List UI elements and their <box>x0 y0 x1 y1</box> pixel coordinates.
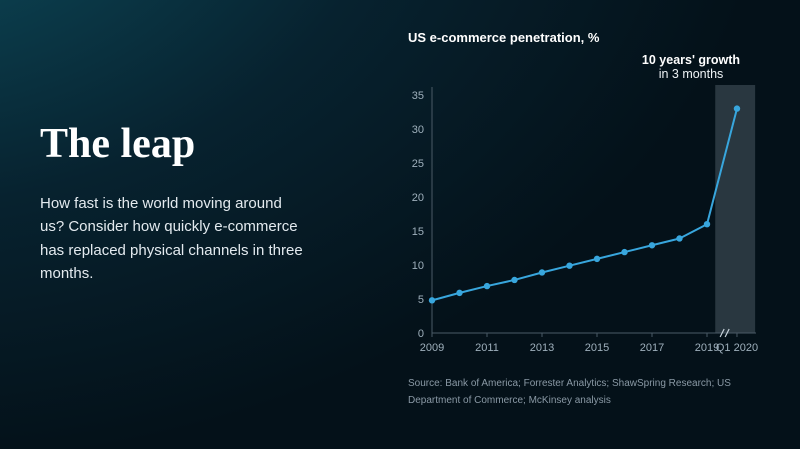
svg-text:15: 15 <box>412 226 424 238</box>
svg-text:5: 5 <box>418 294 424 306</box>
page-title: The leap <box>40 121 196 167</box>
annotation-line2: in 3 months <box>658 67 724 81</box>
svg-text:2009: 2009 <box>420 342 444 354</box>
svg-text:2015: 2015 <box>585 342 609 354</box>
svg-text:2017: 2017 <box>640 342 664 354</box>
svg-text:2013: 2013 <box>530 342 554 354</box>
chart-title: US e-commerce penetration, % <box>408 30 600 45</box>
svg-text:25: 25 <box>412 158 424 170</box>
svg-text:20: 20 <box>412 192 424 204</box>
ecommerce-line-chart: 0 5 10 15 20 25 30 35 2009 2011 2013 2015 2017 2019Q1… <box>412 85 758 354</box>
source-note: Source: Bank of America; Forrester Analy… <box>408 378 731 406</box>
chart-annotation: 10 years' growth in 3 months <box>638 53 744 81</box>
svg-text:2019: 2019 <box>695 342 719 354</box>
chart-area: 0 5 10 15 20 25 30 35 2009 2011 2013 2015 2017 2019 Q1… <box>408 53 760 363</box>
svg-text:2011: 2011 <box>475 342 499 354</box>
svg-text:35: 35 <box>412 90 424 102</box>
svg-text:30: 30 <box>412 124 424 136</box>
chart-section: US e-commerce penetration, % 0 5 10 15 20 25 3… <box>408 30 760 419</box>
svg-text:Q1 2020: Q1 2020 <box>716 342 758 354</box>
svg-text:0: 0 <box>418 328 424 340</box>
annotation-line1: 10 years' growth <box>641 53 741 67</box>
intro-text: How fast is the world moving around us? … <box>40 195 303 282</box>
left-text-column: The leap How fast is the world moving ar… <box>40 122 308 285</box>
svg-text:10: 10 <box>412 260 424 272</box>
